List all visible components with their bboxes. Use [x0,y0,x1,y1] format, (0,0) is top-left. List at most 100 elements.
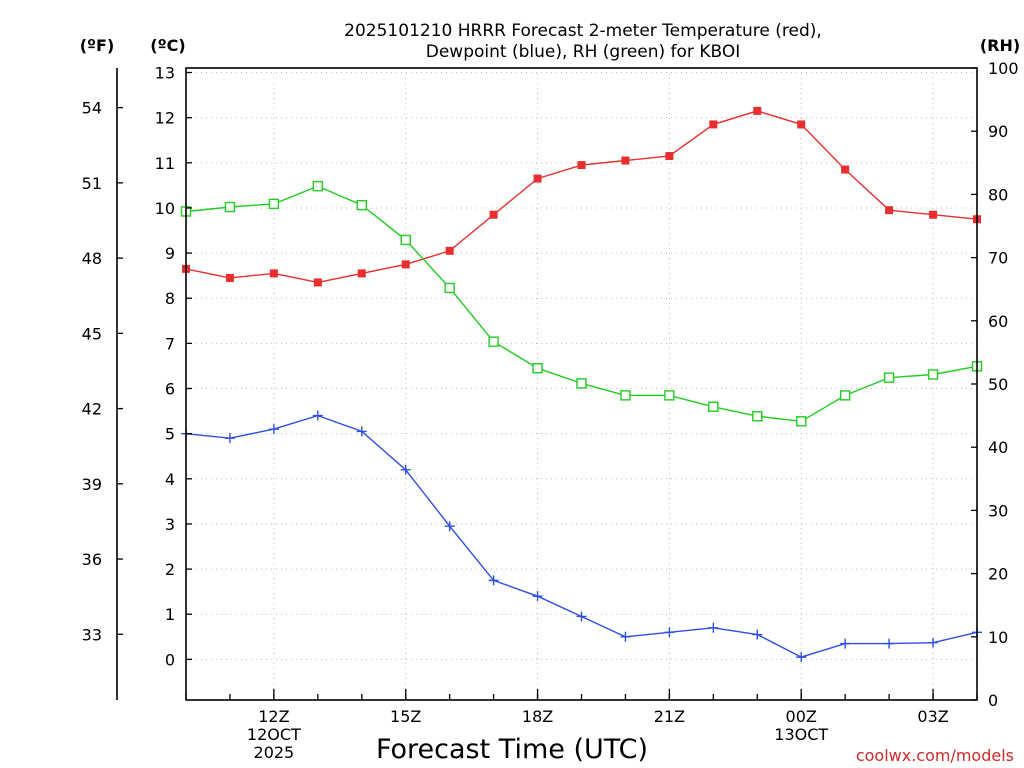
celsius-tick-label: 3 [165,515,175,534]
celsius-tick-label: 13 [155,64,175,83]
data-point [796,652,807,663]
data-point [839,390,851,401]
data-point [268,198,280,210]
fahrenheit-unit-label: (ºF) [80,36,115,55]
fahrenheit-tick-label: 42 [82,400,102,419]
data-point [928,637,939,648]
data-point [753,106,762,115]
series-line [185,110,978,284]
data-point [532,363,543,374]
rh-tick-label: 40 [988,438,1008,457]
rh-tick-label: 0 [988,691,998,710]
x-tick-label: 12OCT [247,725,301,744]
data-point [840,638,851,649]
celsius-tick-label: 10 [155,199,175,218]
fahrenheit-tick-label: 36 [82,550,102,569]
celsius-tick-label: 12 [155,109,175,128]
chart-title-line2: Dewpoint (blue), RH (green) for KBOI [426,42,740,62]
data-point [841,165,850,174]
data-point [576,378,587,389]
rh-tick-label: 80 [988,185,1008,204]
data-point [752,629,763,640]
x-tick-label: 00Z [786,707,817,726]
data-point [488,575,499,586]
data-point [401,260,410,269]
x-tick-label: 21Z [654,707,685,726]
fahrenheit-tick-label: 54 [82,99,102,118]
celsius-tick-label: 0 [165,650,175,669]
x-axis-title: Forecast Time (UTC) [376,734,648,765]
data-point [927,369,939,380]
data-point [708,622,719,633]
data-point [356,199,367,211]
data-point [312,180,324,192]
fahrenheit-tick-label: 48 [82,249,102,268]
series-rh [180,180,983,427]
rh-tick-label: 100 [988,59,1019,78]
data-point [576,611,587,622]
data-point [884,638,895,649]
data-point [620,390,631,401]
data-point [621,156,630,165]
axis-labels: 0123456789101112133336394245485154010203… [82,59,1019,762]
x-tick-label: 15Z [390,707,421,726]
x-tick-label: 03Z [917,707,948,726]
data-point [224,201,236,213]
data-point [400,234,411,246]
celsius-tick-label: 6 [165,380,175,399]
data-point [664,390,675,401]
data-point [357,269,366,278]
plot-frame [116,67,978,701]
data-point [883,372,895,383]
rh-tick-label: 50 [988,375,1008,394]
rh-tick-label: 10 [988,628,1008,647]
data-point [312,410,323,421]
celsius-tick-label: 11 [155,154,175,173]
rh-tick-label: 30 [988,501,1008,520]
data-series [180,106,983,663]
data-point [664,627,675,638]
celsius-tick-label: 9 [165,244,175,263]
data-point [400,464,411,475]
data-point [577,161,586,170]
data-point [532,591,543,602]
data-point [224,433,235,444]
x-tick-label: 18Z [522,707,553,726]
data-point [356,426,367,437]
data-point [709,120,718,129]
series-2-meter-temperature [182,106,981,287]
x-tick-label: 12Z [258,707,289,726]
x-tick-label: 2025 [254,743,295,762]
rh-unit-label: (RH) [980,36,1020,55]
data-point [929,210,938,219]
celsius-tick-label: 5 [165,425,175,444]
fahrenheit-tick-label: 45 [82,324,102,343]
data-point [489,210,498,219]
data-point [313,278,322,287]
chart-title-line1: 2025101210 HRRR Forecast 2-meter Tempera… [344,21,822,41]
data-point [444,521,455,532]
series-dewpoint [181,410,982,663]
data-point [797,120,806,129]
x-tick-label: 13OCT [774,725,828,744]
data-point [444,282,455,294]
fahrenheit-tick-label: 39 [82,475,102,494]
celsius-tick-label: 1 [165,605,175,624]
rh-tick-label: 70 [988,249,1008,268]
data-point [752,411,763,422]
celsius-tick-label: 7 [165,334,175,353]
data-point [533,174,542,183]
data-point [445,246,454,255]
data-point [885,206,894,215]
celsius-tick-label: 2 [165,560,175,579]
fahrenheit-tick-label: 51 [82,174,102,193]
watermark: coolwx.com/models [856,746,1014,765]
fahrenheit-tick-label: 33 [82,625,102,644]
rh-tick-label: 60 [988,312,1008,331]
data-point [488,336,499,347]
rh-tick-label: 90 [988,122,1008,141]
data-point [665,152,674,161]
data-point [796,416,807,427]
data-point [708,401,719,412]
celsius-tick-label: 4 [165,470,175,489]
